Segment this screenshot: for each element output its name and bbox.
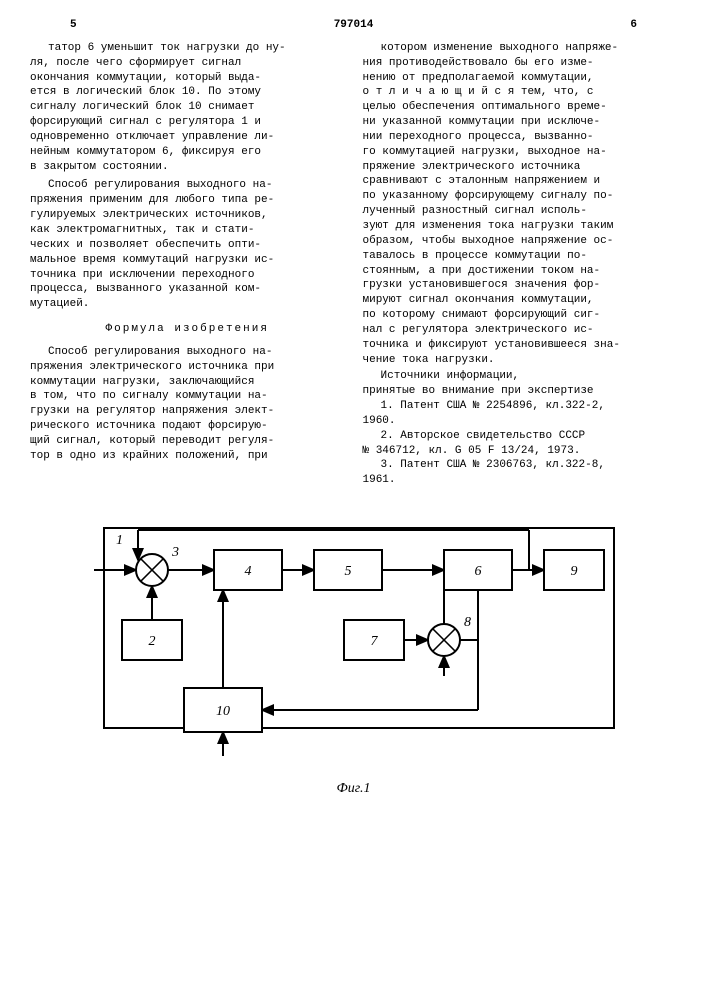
left-para-2: Способ регулирования выходного на- пряже… <box>30 178 345 312</box>
svg-text:8: 8 <box>464 615 471 630</box>
figure-label: Фиг.1 <box>336 780 370 799</box>
svg-text:2: 2 <box>148 634 155 649</box>
svg-text:3: 3 <box>171 545 179 560</box>
sources-title: Источники информации, принятые во вниман… <box>363 369 678 399</box>
reference-3: 3. Патент США № 2306763, кл.322-8, 1961. <box>363 458 678 488</box>
text-columns: татор 6 уменьшит ток нагрузки до ну- ля,… <box>30 41 677 488</box>
diagram-container: 1 3 2 4 5 6 9 7 8 10 Фиг.1 <box>30 516 677 799</box>
svg-text:4: 4 <box>244 564 251 579</box>
document-number: 797014 <box>334 18 374 33</box>
svg-text:6: 6 <box>474 564 481 579</box>
svg-text:7: 7 <box>370 634 378 649</box>
formula-title: Формула изобретения <box>30 322 345 337</box>
left-para-3: Способ регулирования выходного на- пряже… <box>30 345 345 464</box>
svg-text:1: 1 <box>116 533 123 548</box>
left-para-1: татор 6 уменьшит ток нагрузки до ну- ля,… <box>30 41 345 175</box>
svg-text:10: 10 <box>216 704 230 719</box>
block-diagram: 1 3 2 4 5 6 9 7 8 10 <box>74 516 634 776</box>
svg-text:5: 5 <box>344 564 351 579</box>
page-number-left: 5 <box>70 18 77 33</box>
reference-1: 1. Патент США № 2254896, кл.322-2, 1960. <box>363 399 678 429</box>
right-para-1: котором изменение выходного напряже- ния… <box>363 41 678 368</box>
svg-text:9: 9 <box>570 564 577 579</box>
reference-2: 2. Авторское свидетельство СССР № 346712… <box>363 429 678 459</box>
left-column: татор 6 уменьшит ток нагрузки до ну- ля,… <box>30 41 345 488</box>
page-number-right: 6 <box>630 18 637 33</box>
right-column: котором изменение выходного напряже- ния… <box>363 41 678 488</box>
